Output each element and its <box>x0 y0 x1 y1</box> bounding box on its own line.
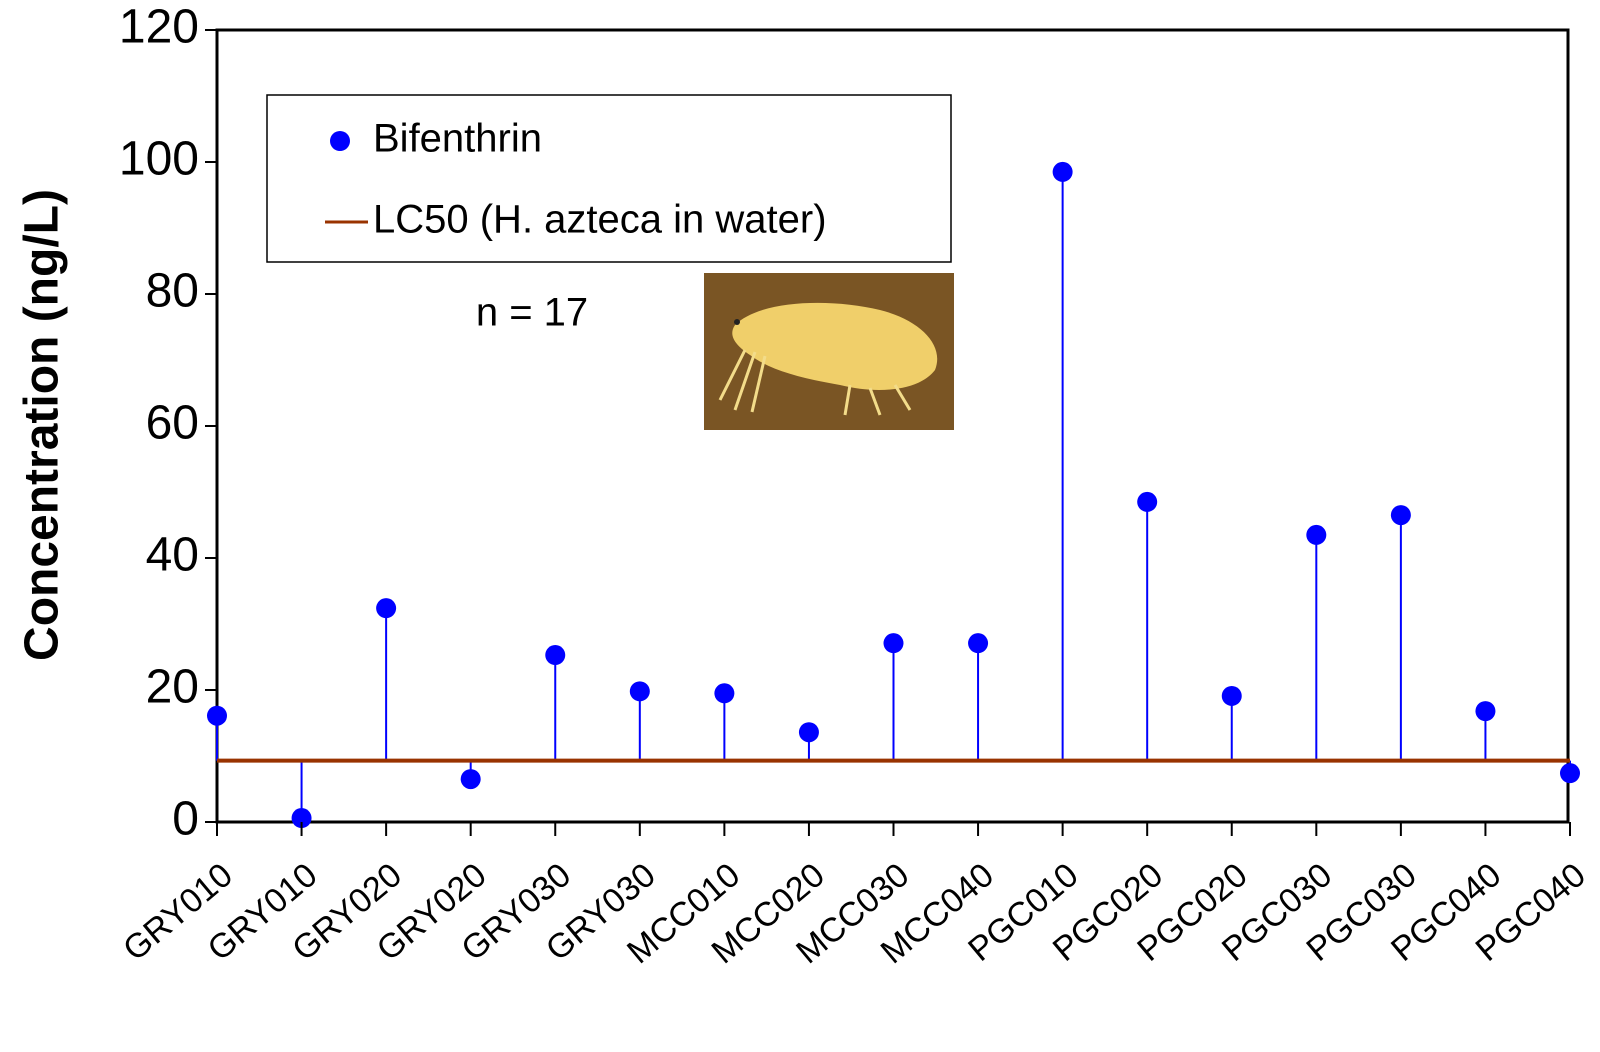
legend-label: LC50 (H. azteca in water) <box>373 198 827 242</box>
y-tick-label: 0 <box>172 793 199 846</box>
y-tick-label: 80 <box>146 265 199 318</box>
y-tick-label: 40 <box>146 529 199 582</box>
point <box>883 633 904 654</box>
point <box>1475 701 1496 722</box>
legend-box <box>266 94 952 263</box>
point <box>1052 161 1073 182</box>
annotation: n = 17 <box>476 291 588 335</box>
point <box>1306 524 1327 545</box>
point <box>291 808 312 829</box>
point <box>798 722 819 743</box>
photo <box>704 273 954 430</box>
point <box>629 681 650 702</box>
y-tick-label: 20 <box>146 661 199 714</box>
point <box>1560 763 1580 784</box>
legend: Bifenthrin LC50 (H. azteca in water) <box>325 117 827 242</box>
y-tick-label: 100 <box>119 133 199 186</box>
point <box>1221 685 1242 706</box>
y-tick-label: 60 <box>146 397 199 450</box>
point <box>207 705 227 726</box>
point <box>545 645 566 666</box>
y-tick-label: 120 <box>119 1 199 54</box>
legend-marker <box>330 131 350 151</box>
y-axis-label: Concentration (ng/L) <box>16 189 69 661</box>
point <box>1137 491 1158 512</box>
point <box>376 598 397 619</box>
legend-label: Bifenthrin <box>373 117 542 161</box>
point <box>1390 505 1411 526</box>
point <box>968 633 989 654</box>
point <box>714 683 735 704</box>
point <box>460 769 481 790</box>
